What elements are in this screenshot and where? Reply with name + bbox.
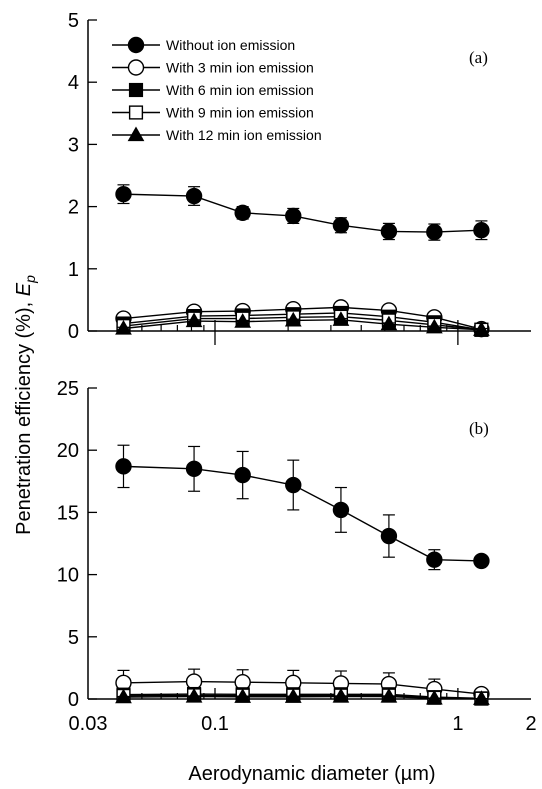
y-tick-label: 3	[68, 134, 79, 156]
legend-marker	[127, 36, 145, 54]
data-point	[426, 551, 443, 568]
x-tick-label: 1	[452, 713, 463, 735]
data-point	[380, 223, 398, 240]
data-point	[185, 460, 203, 478]
data-point	[115, 185, 132, 203]
data-point	[473, 222, 490, 239]
series-5	[115, 688, 490, 705]
data-point	[285, 476, 302, 494]
y-tick-label: 15	[57, 502, 79, 524]
y-tick-label: 20	[57, 440, 79, 462]
data-point	[426, 223, 443, 241]
series-line	[123, 319, 482, 331]
data-point	[185, 187, 203, 205]
legend: Without ion emission With 3 min ion emiss…	[112, 36, 322, 143]
data-point	[115, 458, 132, 475]
legend-label: Without ion emission	[166, 37, 295, 53]
x-tick-label: 0.1	[201, 713, 229, 735]
y-axis-title: Penetration efficiency (%), Ep	[13, 275, 38, 535]
panel-a: 0 1 2 3 4 5 (a)	[68, 10, 531, 345]
data-point	[332, 501, 350, 519]
legend-item: With 12 min ion emission	[112, 126, 322, 143]
series-line	[123, 695, 482, 700]
y-tick-label: 4	[68, 72, 79, 94]
y-tick-label: 5	[68, 10, 79, 32]
series-line	[123, 465, 482, 562]
legend-item: With 6 min ion emission	[112, 82, 314, 98]
panel-label: (b)	[469, 419, 489, 438]
data-point	[284, 688, 302, 703]
legend-marker	[128, 82, 144, 98]
data-point	[284, 311, 302, 327]
y-tick-label: 0	[68, 321, 79, 343]
data-point	[115, 688, 132, 704]
y-tick-label: 5	[68, 627, 79, 649]
data-point	[185, 312, 203, 328]
data-point	[115, 320, 132, 335]
panel-label: (a)	[469, 48, 488, 67]
data-point	[234, 688, 252, 703]
data-point	[473, 690, 490, 705]
series-1	[115, 444, 490, 571]
y-tick-label: 25	[57, 378, 79, 400]
data-point	[185, 673, 203, 690]
series-line	[123, 193, 482, 233]
data-point	[185, 688, 203, 703]
panel-b: 0 5 10 15 20 25 0.03 0.1 1 2 (b)	[57, 378, 537, 735]
series-line	[123, 315, 482, 331]
series-line	[123, 312, 482, 331]
legend-item: With 3 min ion emission	[112, 59, 314, 76]
data-point	[332, 217, 350, 234]
data-point	[380, 527, 398, 545]
y-tick-label: 10	[57, 565, 79, 587]
y-tick-label: 0	[68, 689, 79, 711]
legend-marker	[128, 105, 144, 120]
data-point	[473, 552, 490, 570]
legend-label: With 6 min ion emission	[166, 82, 314, 98]
legend-item: Without ion emission	[112, 36, 295, 54]
series-line	[123, 693, 482, 700]
data-point	[332, 311, 350, 326]
legend-label: With 12 min ion emission	[166, 127, 322, 143]
data-point	[234, 204, 251, 222]
series-1	[115, 184, 490, 241]
legend-label: With 9 min ion emission	[166, 105, 314, 121]
x-tick-label: 2	[525, 713, 536, 735]
y-tick-label: 1	[68, 259, 79, 281]
x-axis-title: Aerodynamic diameter (µm)	[188, 763, 435, 785]
series-5	[115, 311, 490, 336]
legend-marker	[127, 59, 145, 76]
data-point	[332, 688, 350, 703]
y-tick-label: 2	[68, 197, 79, 219]
data-point	[285, 207, 302, 225]
legend-item: With 9 min ion emission	[112, 105, 314, 121]
data-point	[380, 315, 398, 331]
data-point	[425, 318, 443, 334]
legend-label: With 3 min ion emission	[166, 60, 314, 76]
data-point	[425, 689, 443, 705]
data-point	[380, 688, 398, 703]
data-point	[234, 313, 252, 328]
data-point	[234, 466, 251, 484]
x-tick-label: 0.03	[69, 713, 108, 735]
legend-marker	[127, 126, 145, 142]
data-point	[473, 321, 490, 336]
